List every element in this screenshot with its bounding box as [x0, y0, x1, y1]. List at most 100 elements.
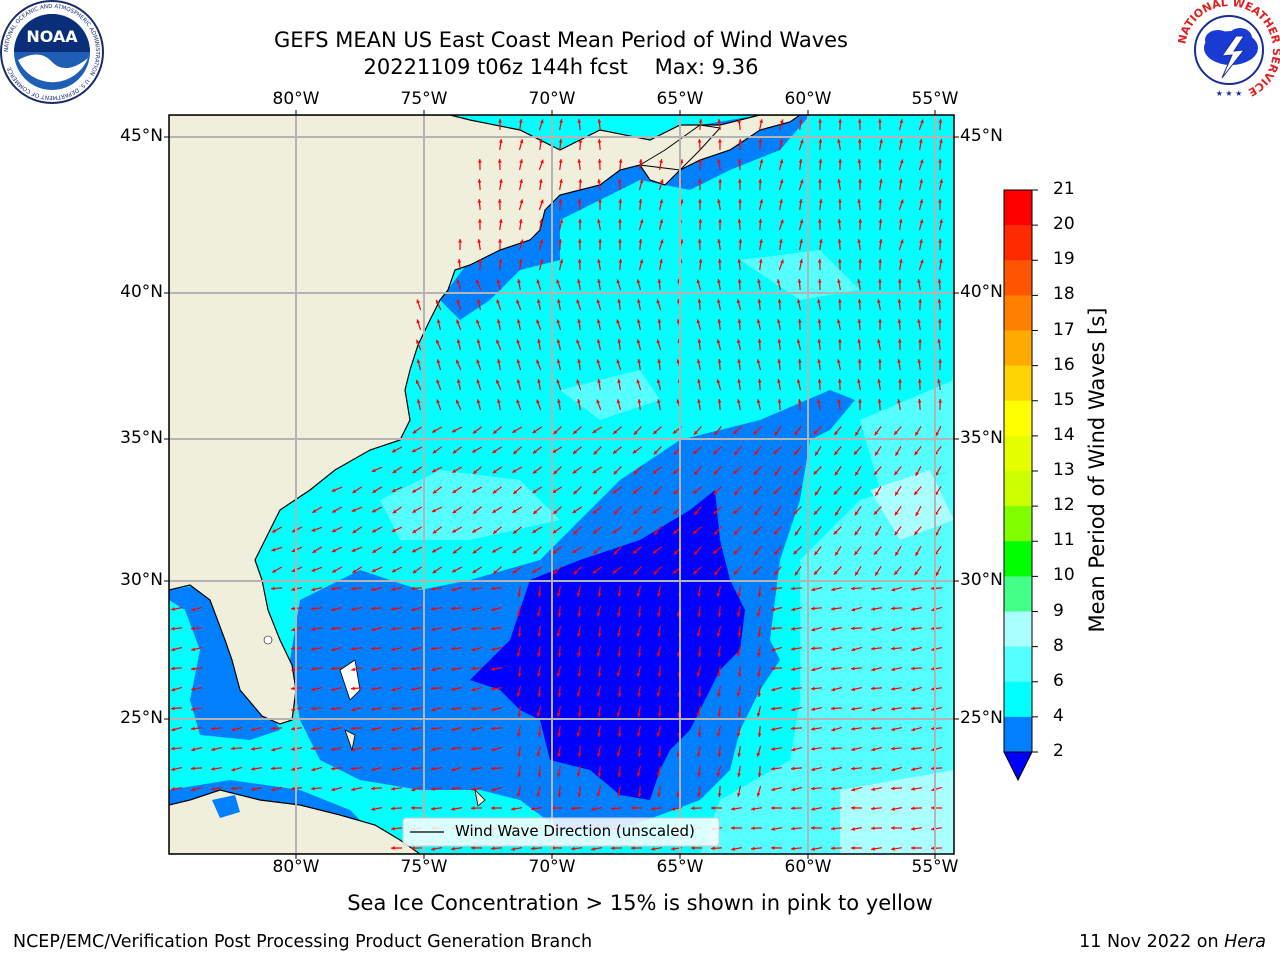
wave-direction-arrow — [450, 786, 463, 791]
wave-direction-arrow — [857, 118, 862, 131]
wave-direction-arrow — [452, 446, 462, 454]
wave-direction-arrow — [498, 238, 502, 251]
wave-direction-arrow — [838, 198, 842, 211]
wave-direction-arrow — [330, 666, 343, 671]
wave-direction-arrow — [618, 238, 622, 251]
wave-direction-arrow — [910, 846, 923, 850]
wave-direction-arrow — [612, 426, 622, 435]
wave-direction-arrow — [797, 318, 802, 331]
lat-tick-left-40n: 40°N — [120, 282, 163, 302]
wave-direction-arrow — [372, 546, 383, 554]
wave-direction-arrow — [518, 199, 524, 211]
wave-direction-arrow — [811, 706, 823, 712]
wave-direction-arrow — [738, 138, 743, 151]
colorbar-segment — [1004, 541, 1032, 577]
wave-direction-arrow — [492, 526, 502, 535]
colorbar-segment — [1004, 225, 1032, 261]
wave-direction-arrow — [690, 846, 703, 850]
wave-direction-arrow — [331, 606, 343, 612]
wave-direction-arrow — [794, 566, 802, 576]
wave-direction-arrow — [637, 685, 642, 697]
wave-direction-arrow — [734, 446, 742, 456]
wave-direction-arrow — [637, 398, 642, 411]
wave-direction-arrow — [791, 666, 803, 672]
colorbar-tick-label: 9 — [1053, 600, 1064, 621]
wave-direction-arrow — [776, 279, 782, 291]
wave-direction-arrow — [512, 446, 522, 455]
wave-direction-arrow — [938, 259, 943, 271]
wave-direction-arrow — [371, 466, 383, 473]
wave-direction-arrow — [330, 626, 343, 631]
wave-direction-arrow — [737, 765, 741, 777]
wave-direction-arrow — [817, 218, 822, 231]
wave-direction-arrow — [891, 626, 903, 632]
wave-direction-arrow — [390, 806, 403, 811]
wave-direction-arrow — [758, 119, 764, 131]
colorbar-tick-label: 12 — [1053, 495, 1075, 516]
wave-direction-arrow — [490, 586, 503, 591]
wave-direction-arrow — [870, 686, 883, 691]
wave-direction-arrow — [937, 298, 942, 311]
wave-direction-arrow — [658, 239, 664, 251]
colorbar-title: Mean Period of Wind Waves [s] — [1085, 307, 1109, 633]
wave-direction-arrow — [557, 645, 562, 658]
wave-direction-arrow — [498, 118, 502, 131]
wave-direction-arrow — [799, 239, 803, 251]
wave-direction-arrow — [730, 826, 743, 830]
wave-direction-arrow — [870, 766, 883, 771]
wave-direction-arrow — [833, 486, 842, 496]
ocean-below-2s-core — [470, 490, 745, 800]
wave-direction-arrow — [797, 278, 802, 291]
wave-direction-arrow — [653, 526, 662, 536]
wave-direction-arrow — [633, 426, 642, 436]
wave-direction-arrow — [878, 158, 882, 171]
wave-direction-arrow — [737, 118, 742, 131]
wave-direction-arrow — [898, 378, 902, 391]
wave-direction-arrow — [850, 666, 863, 671]
wave-direction-arrow — [813, 466, 822, 475]
wave-direction-arrow — [838, 338, 842, 351]
wave-direction-arrow — [491, 786, 503, 792]
wave-direction-arrow — [210, 726, 223, 731]
wave-direction-arrow — [698, 178, 702, 191]
wave-direction-arrow — [737, 258, 742, 271]
wave-direction-arrow — [597, 379, 601, 391]
wave-direction-arrow — [351, 706, 363, 712]
wave-direction-arrow — [830, 846, 843, 851]
wave-direction-arrow — [536, 319, 542, 331]
colorbar-tick-label: 8 — [1053, 635, 1064, 656]
wave-direction-arrow — [857, 279, 861, 291]
wave-direction-arrow — [774, 426, 782, 436]
wave-direction-arrow — [770, 586, 783, 591]
wave-direction-arrow — [830, 826, 843, 831]
wave-direction-arrow — [917, 279, 921, 291]
wave-direction-arrow — [774, 466, 782, 476]
wave-direction-arrow — [633, 566, 642, 575]
wave-direction-arrow — [351, 607, 363, 611]
wave-direction-arrow — [656, 339, 662, 351]
wave-direction-arrow — [351, 746, 363, 752]
wave-direction-arrow — [596, 319, 602, 331]
wave-direction-arrow — [331, 566, 343, 573]
wave-direction-arrow — [857, 239, 862, 251]
wave-direction-arrow — [532, 486, 542, 494]
wave-direction-arrow — [471, 586, 483, 591]
wave-direction-arrow — [853, 546, 862, 556]
wave-direction-arrow — [518, 119, 523, 131]
wave-direction-arrow — [853, 486, 862, 496]
wave-direction-arrow — [351, 546, 363, 552]
wave-direction-arrow — [770, 706, 783, 711]
wave-direction-arrow — [810, 646, 823, 651]
wave-direction-arrow — [511, 466, 523, 474]
wave-direction-arrow — [596, 685, 602, 697]
wave-direction-arrow — [470, 846, 483, 850]
wave-direction-arrow — [390, 706, 403, 711]
wave-direction-arrow — [532, 426, 542, 434]
footer-machine: Hera — [1224, 932, 1266, 952]
wave-direction-arrow — [818, 138, 823, 151]
wave-direction-arrow — [391, 626, 403, 631]
wave-direction-arrow — [471, 686, 483, 692]
wave-direction-arrow — [491, 606, 503, 612]
wave-direction-arrow — [538, 199, 544, 211]
wave-direction-arrow — [616, 399, 622, 411]
